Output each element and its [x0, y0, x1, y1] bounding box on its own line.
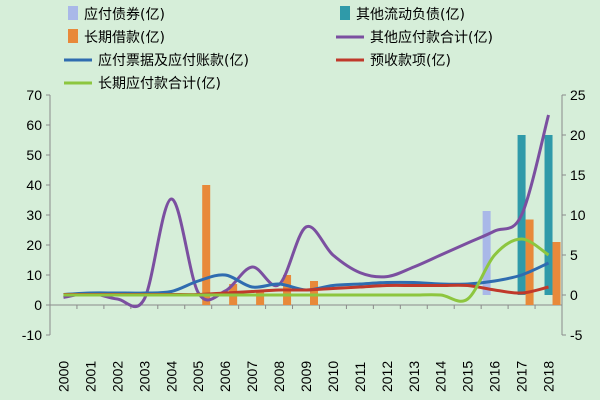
y-right-tick-label: 20	[570, 127, 586, 143]
x-tick-label: 2014	[433, 361, 449, 392]
x-tick-label: 2016	[487, 361, 503, 392]
y-left-tick-label: 0	[34, 297, 42, 313]
x-tick-label: 2017	[514, 361, 530, 392]
bar	[552, 242, 561, 305]
legend-label: 应付票据及应付账款(亿)	[98, 52, 249, 69]
y-left-tick-label: 40	[26, 177, 42, 193]
legend-label: 长期借款(亿)	[84, 30, 165, 46]
y-right-tick-label: 5	[570, 247, 578, 263]
x-tick-label: 2011	[352, 362, 368, 392]
x-tick-label: 2005	[190, 361, 206, 392]
y-left-tick-label: 30	[26, 207, 42, 223]
x-tick-label: 2018	[541, 361, 557, 392]
x-tick-label: 2000	[55, 361, 71, 392]
y-left-tick-label: 20	[26, 237, 42, 253]
x-tick-label: 2004	[163, 361, 179, 392]
legend-label: 长期应付款合计(亿)	[98, 75, 221, 92]
y-left-tick-label: 10	[26, 267, 42, 283]
x-tick-label: 2009	[298, 361, 314, 392]
legend-swatch	[340, 6, 350, 20]
x-tick-label: 2003	[136, 361, 152, 392]
bar	[482, 211, 491, 295]
y-left-tick-label: 60	[26, 117, 42, 133]
x-tick-label: 2002	[109, 361, 125, 392]
legend-swatch	[68, 6, 78, 20]
bar	[544, 135, 553, 295]
legend-label: 应付债券(亿)	[84, 6, 165, 23]
legend-label: 其他应付款合计(亿)	[370, 29, 493, 46]
y-right-tick-label: 10	[570, 207, 586, 223]
y-right-tick-label: 15	[570, 167, 586, 183]
y-right-tick-label: 25	[570, 87, 586, 103]
legend-label: 其他流动负债(亿)	[356, 7, 465, 23]
legend-label: 预收款项(亿)	[370, 53, 451, 69]
y-left-tick-label: 70	[26, 87, 42, 103]
x-tick-label: 2015	[460, 361, 476, 392]
series-line	[63, 114, 550, 309]
x-tick-label: 2008	[271, 361, 287, 392]
x-tick-label: 2006	[217, 361, 233, 392]
x-tick-label: 2010	[325, 361, 341, 392]
bar	[256, 290, 265, 305]
bar	[202, 185, 211, 305]
legend-swatch	[68, 29, 78, 43]
y-left-tick-label: 50	[26, 147, 42, 163]
x-tick-label: 2013	[406, 361, 422, 392]
x-tick-label: 2012	[379, 361, 395, 392]
y-left-tick-label: -10	[22, 327, 42, 343]
y-right-tick-label: -5	[570, 327, 583, 343]
x-tick-label: 2007	[244, 361, 260, 392]
bar	[310, 281, 318, 305]
y-right-tick-label: 0	[570, 287, 578, 303]
bar	[525, 219, 534, 305]
series-line	[63, 237, 550, 303]
x-tick-label: 2001	[82, 361, 98, 392]
